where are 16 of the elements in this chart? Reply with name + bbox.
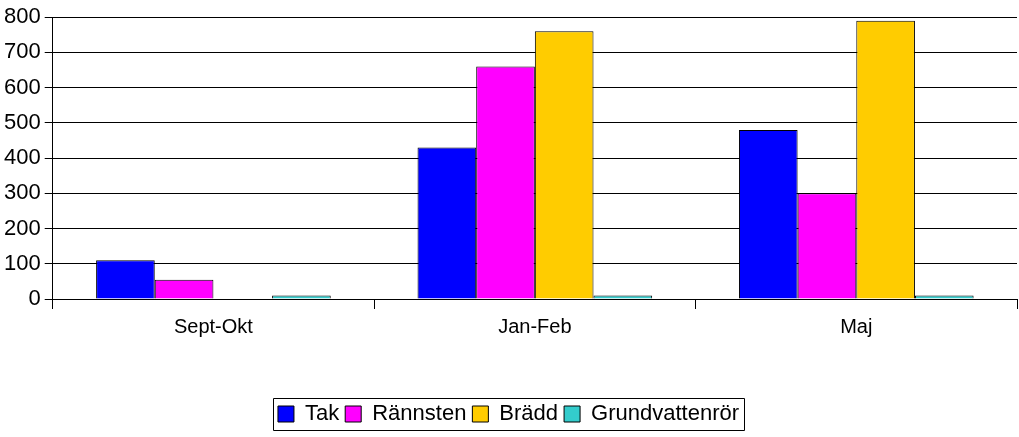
- y-tick-label: 300: [3, 179, 41, 205]
- legend-label: Brädd: [499, 400, 559, 426]
- x-tick-label: Maj: [840, 314, 873, 337]
- y-tick-label: 700: [3, 38, 41, 64]
- x-tick-label: Jan-Feb: [498, 314, 572, 337]
- y-tick-label: 800: [3, 3, 41, 29]
- legend-label: Tak: [304, 400, 341, 426]
- legend-label: Grundvattenrör: [591, 400, 740, 426]
- y-tick-label: 500: [3, 108, 41, 134]
- y-tick-label: 400: [3, 144, 41, 170]
- y-tick-label: 100: [3, 249, 41, 275]
- y-tick-label: 600: [3, 73, 41, 99]
- x-tick-label: Sept-Okt: [173, 314, 254, 337]
- legend-label: Rännsten: [372, 400, 467, 426]
- y-tick-label: 200: [3, 214, 41, 240]
- y-tick-label: 0: [28, 285, 41, 311]
